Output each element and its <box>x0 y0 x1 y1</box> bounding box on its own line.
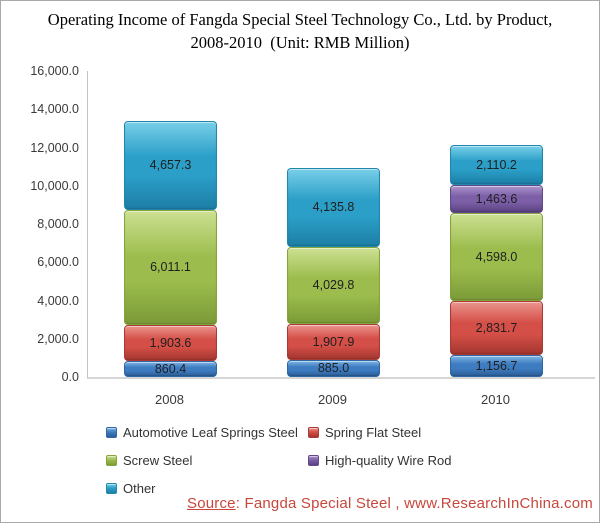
legend-label: Other <box>123 481 156 496</box>
chart-title: Operating Income of Fangda Special Steel… <box>1 8 599 54</box>
y-axis-tick-label: 6,000.0 <box>37 255 79 270</box>
legend-swatch-icon <box>106 455 117 466</box>
data-label: 885.0 <box>317 361 350 376</box>
source-text: : Fangda Special Steel , www.ResearchInC… <box>235 495 593 512</box>
bar-segment-other-2009: 4,135.8 <box>287 168 380 247</box>
bar-segment-spring-flat-steel-2008: 1,903.6 <box>124 325 217 361</box>
source-line[interactable]: Source: Fangda Special Steel , www.Resea… <box>187 495 593 512</box>
bar-2009: 885.0 1,907.9 4,029.8 4,135.8 <box>287 168 380 377</box>
bar-segment-spring-flat-steel-2009: 1,907.9 <box>287 324 380 360</box>
bar-segment-other-2008: 4,657.3 <box>124 121 217 210</box>
chart-title-line2: 2008-2010 (Unit: RMB Million) <box>190 33 410 52</box>
bar-2008: 860.4 1,903.6 6,011.1 4,657.3 <box>124 121 217 377</box>
y-axis-tick-label: 0.0 <box>61 370 79 384</box>
data-label: 1,463.6 <box>475 191 518 206</box>
bar-segment-high-quality-wire-rod-2010: 1,463.6 <box>450 185 543 213</box>
bar-2010: 1,156.7 2,831.7 4,598.0 1,463.6 2,110.2 <box>450 145 543 377</box>
legend-item-screw-steel: Screw Steel <box>106 453 192 468</box>
y-axis-tick-label: 14,000.0 <box>30 102 79 117</box>
chart-title-line1: Operating Income of Fangda Special Steel… <box>47 10 553 29</box>
plot-area: 860.4 1,903.6 6,011.1 4,657.3 885.0 1,907.9 4,… <box>87 71 595 379</box>
legend-label: Spring Flat Steel <box>325 425 422 440</box>
data-label: 1,156.7 <box>475 358 518 373</box>
legend-label: Automotive Leaf Springs Steel <box>123 425 298 440</box>
legend-item-other: Other <box>106 481 156 496</box>
legend-label: High-quality Wire Rod <box>325 453 452 468</box>
y-axis-tick-label: 10,000.0 <box>30 178 79 193</box>
legend-item-spring-flat-steel: Spring Flat Steel <box>308 425 421 440</box>
data-label: 2,831.7 <box>475 320 518 335</box>
bar-segment-automotive-leaf-springs-steel-2008: 860.4 <box>124 361 217 377</box>
legend-swatch-icon <box>106 483 117 494</box>
legend-label: Screw Steel <box>123 453 193 468</box>
y-axis-tick-label: 2,000.0 <box>37 331 79 346</box>
y-axis-tick-label: 8,000.0 <box>37 217 79 231</box>
bar-segment-automotive-leaf-springs-steel-2009: 885.0 <box>287 360 380 377</box>
y-axis-tick-label: 4,000.0 <box>37 293 79 308</box>
data-label: 1,903.6 <box>149 335 192 350</box>
y-axis-tick-label: 16,000.0 <box>30 64 79 78</box>
data-label: 860.4 <box>154 361 187 376</box>
data-label: 6,011.1 <box>150 260 191 275</box>
data-label: 2,110.2 <box>476 157 517 172</box>
bar-segment-automotive-leaf-springs-steel-2010: 1,156.7 <box>450 355 543 377</box>
data-label: 4,598.0 <box>475 249 518 264</box>
x-axis-label-2008: 2008 <box>155 392 184 407</box>
bar-segment-screw-steel-2008: 6,011.1 <box>124 210 217 325</box>
legend-swatch-icon <box>308 455 319 466</box>
bar-segment-other-2010: 2,110.2 <box>450 145 543 185</box>
data-label: 4,029.8 <box>312 278 355 293</box>
source-label[interactable]: Source <box>186 495 236 512</box>
legend-item-automotive-leaf-springs-steel: Automotive Leaf Springs Steel <box>106 425 298 440</box>
legend-item-high-quality-wire-rod: High-quality Wire Rod <box>308 453 451 468</box>
data-label: 1,907.9 <box>312 334 355 349</box>
x-axis-label-2010: 2010 <box>481 392 510 407</box>
data-label: 4,657.3 <box>149 158 192 173</box>
legend-swatch-icon <box>308 427 319 438</box>
bar-segment-screw-steel-2010: 4,598.0 <box>450 213 543 301</box>
bar-segment-screw-steel-2009: 4,029.8 <box>287 247 380 324</box>
legend-swatch-icon <box>106 427 117 438</box>
data-label: 4,135.8 <box>312 200 355 215</box>
bar-segment-spring-flat-steel-2010: 2,831.7 <box>450 301 543 355</box>
y-axis-tick-label: 12,000.0 <box>30 140 79 155</box>
x-axis-label-2009: 2009 <box>318 392 347 407</box>
